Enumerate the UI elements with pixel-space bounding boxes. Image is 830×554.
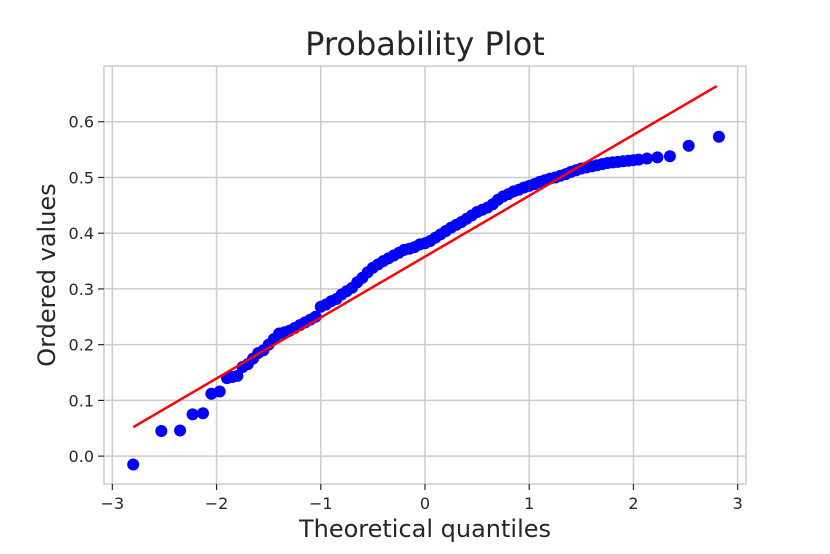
y-tick-label: 0.5 — [69, 168, 94, 187]
data-point — [186, 408, 199, 421]
grid-lines — [104, 66, 746, 484]
data-point — [174, 424, 187, 437]
x-axis-label: Theoretical quantiles — [298, 515, 551, 543]
y-tick-labels: 0.0 0.1 0.2 0.3 0.4 0.5 0.6 — [69, 113, 104, 466]
data-points — [127, 130, 725, 471]
y-tick-label: 0.2 — [69, 336, 94, 355]
data-point — [197, 407, 210, 420]
y-tick-label: 0.3 — [69, 280, 94, 299]
x-tick-label: −2 — [205, 494, 229, 513]
data-point — [651, 151, 664, 164]
x-tick-label: 1 — [524, 494, 534, 513]
y-axis-label: Ordered values — [33, 183, 61, 366]
data-point — [231, 369, 244, 382]
fit-line — [132, 84, 718, 429]
data-point — [640, 152, 653, 165]
x-tick-label: 2 — [628, 494, 638, 513]
y-tick-label: 0.4 — [69, 224, 94, 243]
data-point — [213, 385, 226, 398]
data-point — [127, 458, 140, 471]
data-point — [712, 130, 725, 143]
x-tick-labels: −3 −2 −1 0 1 2 3 — [101, 484, 743, 513]
y-tick-label: 0.1 — [69, 391, 94, 410]
data-point — [155, 425, 168, 438]
chart-title: Probability Plot — [305, 25, 545, 63]
data-point — [663, 150, 676, 163]
x-tick-label: −1 — [309, 494, 333, 513]
x-tick-label: 3 — [733, 494, 743, 513]
y-tick-label: 0.6 — [69, 113, 94, 132]
y-tick-label: 0.0 — [69, 447, 94, 466]
data-point — [682, 139, 695, 152]
fit-line-layer — [132, 84, 718, 429]
x-tick-label: 0 — [420, 494, 430, 513]
x-tick-label: −3 — [101, 494, 125, 513]
